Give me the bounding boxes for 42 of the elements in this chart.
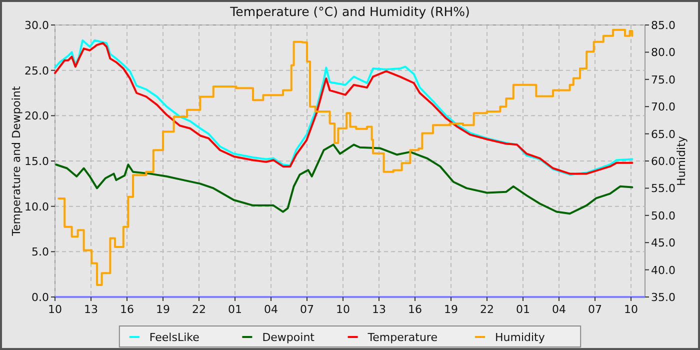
x-tick-label: 19 <box>444 303 458 316</box>
y-tick-label: 10.0 <box>24 200 49 214</box>
x-tick-label: 16 <box>408 303 422 316</box>
x-tick-label: 07 <box>300 303 314 316</box>
x-tick-label: 19 <box>156 303 170 316</box>
x-tick-label: 10 <box>336 303 350 316</box>
y-tick-label: 5.0 <box>32 246 49 259</box>
x-tick-label: 13 <box>372 303 386 316</box>
y2-tick-label: 55.0 <box>651 182 676 196</box>
chart-title: Temperature (°C) and Humidity (RH%) <box>229 4 470 19</box>
y2-tick-label: 75.0 <box>651 73 676 86</box>
x-tick-label: 01 <box>516 303 530 316</box>
y2-tick-label: 85.0 <box>651 19 676 32</box>
x-tick-label: 22 <box>480 303 494 316</box>
legend-label: Dewpoint <box>262 331 316 344</box>
legend-label: FeelsLike <box>149 331 200 344</box>
y2-tick-label: 45.0 <box>651 236 676 250</box>
x-tick-label: 13 <box>84 303 98 316</box>
legend-label: Humidity <box>495 331 546 344</box>
y2-tick-label: 40.0 <box>651 264 676 277</box>
y-axis-title: Temperature and Dewpoint <box>10 85 23 237</box>
x-tick-label: 22 <box>192 303 206 316</box>
y2-tick-label: 80.0 <box>651 46 676 60</box>
y2-axis-title: Humidity <box>675 136 688 186</box>
y2-tick-label: 70.0 <box>651 100 676 114</box>
x-tick-label: 04 <box>264 303 278 316</box>
y-tick-label: 25.0 <box>24 64 49 78</box>
x-tick-label: 07 <box>588 303 602 316</box>
x-tick-label: 01 <box>228 303 242 316</box>
x-tick-label: 16 <box>120 303 134 316</box>
y-tick-label: 15.0 <box>24 155 49 168</box>
x-tick-label: 04 <box>552 303 566 316</box>
y2-tick-label: 35.0 <box>651 291 676 304</box>
y-tick-label: 20.0 <box>24 110 49 123</box>
x-tick-label: 10 <box>624 303 638 316</box>
y-tick-label: 0.0 <box>32 291 49 304</box>
y-tick-label: 30.0 <box>24 19 49 32</box>
y2-tick-label: 65.0 <box>651 128 676 141</box>
x-tick-label: 10 <box>48 303 62 316</box>
legend-label: Temperature <box>366 331 438 344</box>
y2-tick-label: 60.0 <box>651 155 676 168</box>
y2-tick-label: 50.0 <box>651 209 676 222</box>
